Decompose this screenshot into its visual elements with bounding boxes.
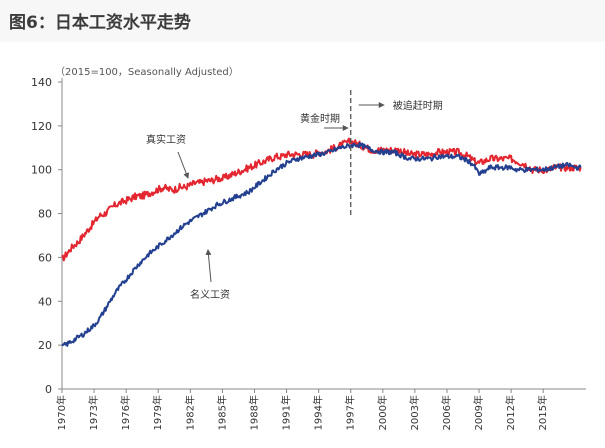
y-tick-label: 0 <box>45 383 52 396</box>
real-wage-pointer <box>177 151 190 179</box>
x-axis: 1970年 1973年 1976年 1979年 1982年 1985年 1988年 1991年… <box>55 388 586 430</box>
x-tick-label: 1997年 <box>344 395 357 430</box>
y-tick-label: 140 <box>31 76 52 89</box>
x-tick-label: 2006年 <box>440 395 453 430</box>
real-wage-label: 真实工资 <box>146 133 186 146</box>
catch-up-period-label: 被追赶时期 <box>393 99 443 112</box>
x-tick-label: 2000年 <box>376 395 389 430</box>
x-tick-label: 1994年 <box>312 395 325 430</box>
chart-subtitle: （2015=100，Seasonally Adjusted） <box>55 66 239 78</box>
x-tick-label: 1973年 <box>87 395 100 430</box>
y-tick-label: 120 <box>31 120 52 133</box>
y-tick-label: 20 <box>38 339 52 352</box>
series-layer <box>61 137 582 347</box>
x-tick-label: 1991年 <box>280 395 293 430</box>
x-tick-label: 2015年 <box>536 395 549 430</box>
x-tick-label: 2003年 <box>408 395 421 430</box>
chart-background <box>0 42 605 448</box>
y-tick-label: 60 <box>38 251 52 264</box>
x-tick-label: 2012年 <box>504 395 517 430</box>
nominal-wage-label: 名义工资 <box>190 288 230 301</box>
x-tick-label: 1982年 <box>183 395 196 430</box>
x-tick-label: 1970年 <box>55 395 68 430</box>
x-tick-label: 1988年 <box>247 395 260 430</box>
nominal-wage-line <box>61 142 582 347</box>
x-tick-label: 1976年 <box>119 395 132 430</box>
y-tick-label: 40 <box>38 295 52 308</box>
nominal-wage-pointer <box>205 249 212 283</box>
x-tick-label: 1985年 <box>215 395 228 430</box>
golden-period-label: 黄金时期 <box>300 112 340 125</box>
figure-title: 图6：日本工资水平走势 <box>9 13 191 33</box>
y-tick-label: 100 <box>31 164 52 177</box>
y-axis: 0 20 40 60 80 100 120 140 <box>31 76 63 396</box>
x-tick-label: 2009年 <box>472 395 485 430</box>
x-tick-label: 1979年 <box>151 395 164 430</box>
y-tick-label: 80 <box>38 208 52 221</box>
